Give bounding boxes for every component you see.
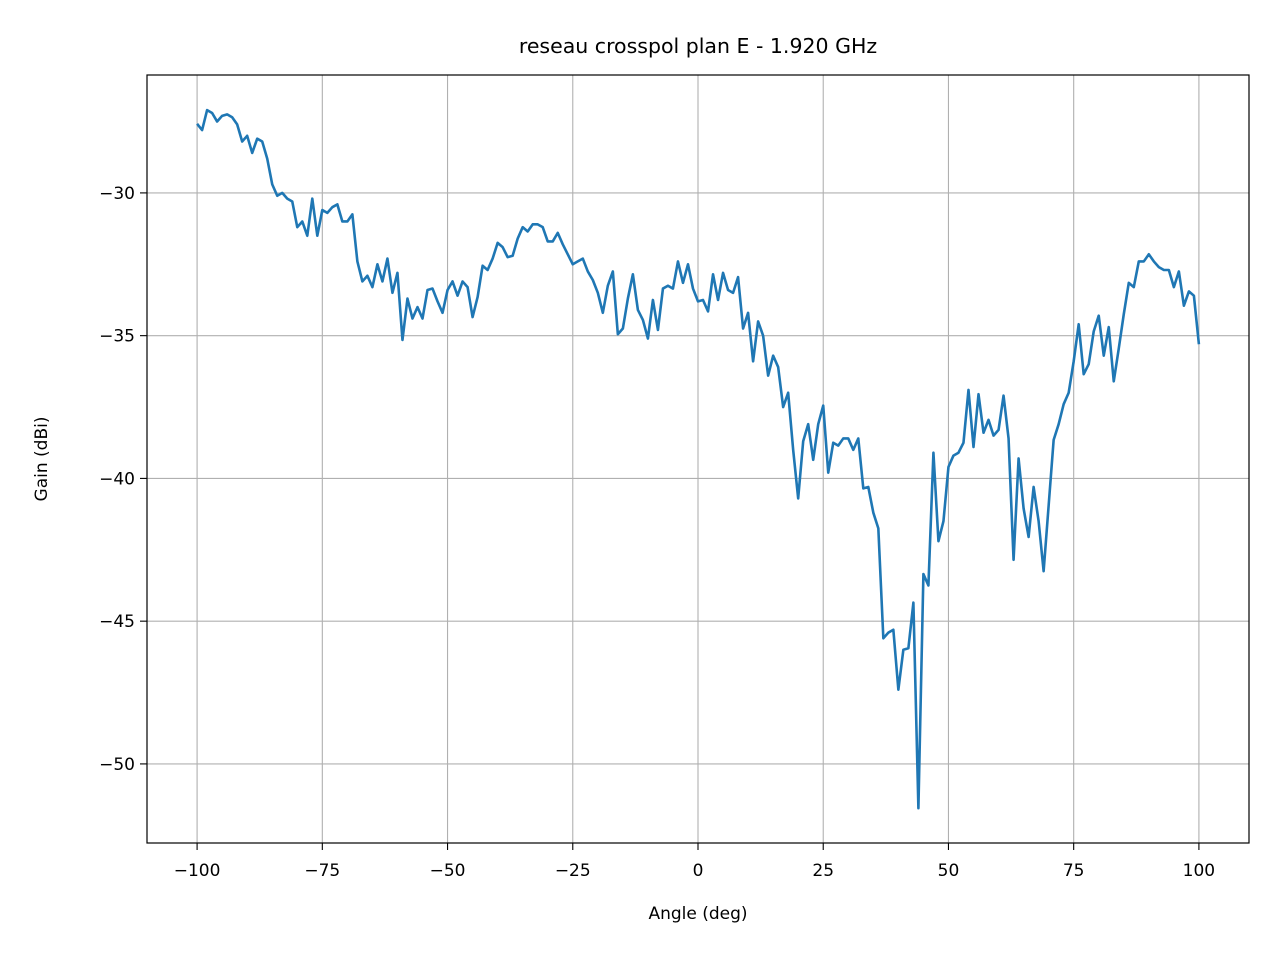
grid xyxy=(147,75,1249,843)
ticks: −100 −75 −50 −25 0 25 50 75 100 −50 −45 −40 −35 −30 xyxy=(99,184,1215,881)
y-tick-label: −35 xyxy=(99,327,135,347)
y-tick-label: −45 xyxy=(99,612,135,632)
y-tick-label: −30 xyxy=(99,184,135,204)
data-line xyxy=(196,108,1201,810)
x-tick-label: 0 xyxy=(693,861,704,881)
chart-title: reseau crosspol plan E - 1.920 GHz xyxy=(519,34,877,58)
x-tick-label: 25 xyxy=(812,861,834,881)
plot xyxy=(196,108,1201,810)
x-tick-label: 100 xyxy=(1183,861,1215,881)
y-tick-label: −50 xyxy=(99,755,135,775)
x-tick-label: −100 xyxy=(174,861,221,881)
y-axis-label: Gain (dBi) xyxy=(32,417,52,502)
x-axis-label: Angle (deg) xyxy=(648,904,747,924)
x-tick-label: −25 xyxy=(555,861,591,881)
x-tick-label: 50 xyxy=(938,861,960,881)
x-tick-label: 75 xyxy=(1063,861,1085,881)
x-tick-label: −50 xyxy=(430,861,466,881)
y-tick-label: −40 xyxy=(99,469,135,489)
x-tick-label: −75 xyxy=(304,861,340,881)
